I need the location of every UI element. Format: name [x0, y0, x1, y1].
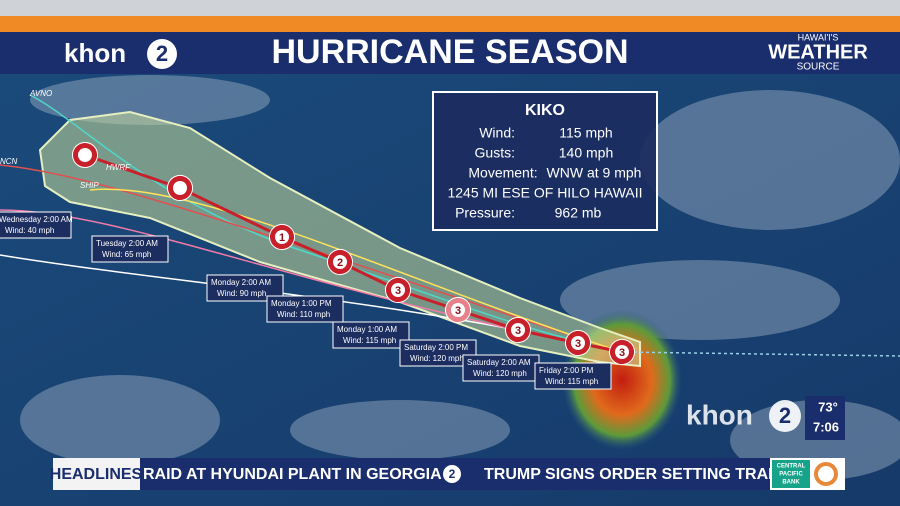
- bug-logo-number: 2: [779, 403, 791, 428]
- storm-marker: 2: [326, 248, 354, 276]
- marker-core: [571, 336, 585, 350]
- label-box: [332, 321, 410, 349]
- forecast-label: Friday 2:00 PM Wind: 115 mph: [534, 362, 612, 390]
- header-title: HURRICANE SEASON: [271, 33, 628, 71]
- logo-circle: [147, 39, 177, 69]
- ticker: HEADLINES RAID AT HYUNDAI PLANT IN GEORG…: [50, 458, 845, 490]
- label-time: Monday 2:00 AM: [211, 278, 271, 287]
- sponsor-text: PACIFIC: [779, 472, 803, 478]
- label-time: Saturday 2:00 PM: [404, 343, 468, 352]
- forecast-label: Tuesday 2:00 AM Wind: 65 mph: [91, 235, 169, 263]
- storm-marker: 3: [444, 296, 472, 324]
- storm-marker: [71, 141, 99, 169]
- ticker-label: HEADLINES: [50, 466, 143, 483]
- forecast-cone: [38, 110, 641, 368]
- label-wind: Wind: 40 mph: [5, 226, 54, 235]
- model-label: NCN: [0, 157, 18, 166]
- storm-marker: 3: [504, 316, 532, 344]
- bug-temperature: 73°: [818, 399, 838, 414]
- label-box: [266, 295, 344, 323]
- label-wind: Wind: 120 mph: [473, 369, 527, 378]
- label-box: [462, 354, 540, 382]
- marker-core: [78, 148, 92, 162]
- label-box: [0, 211, 72, 239]
- info-value: WNW at 9 mph: [547, 165, 642, 181]
- marker-category: 1: [279, 232, 285, 244]
- info-key: Movement:: [468, 165, 537, 181]
- station-bug: khon 2 73° 7:06: [686, 396, 845, 440]
- forecast-label: Monday 1:00 PM Wind: 110 mph: [266, 295, 344, 323]
- forecast-label: Monday 1:00 AM Wind: 115 mph: [332, 321, 410, 349]
- logo-word: khon: [64, 38, 126, 68]
- bug-logo-word: khon: [686, 399, 753, 430]
- marker-core: [451, 303, 465, 317]
- label-wind: Wind: 115 mph: [545, 377, 598, 386]
- marker-core: [615, 345, 629, 359]
- info-location: 1245 MI ESE OF HILO HAWAII: [447, 185, 642, 201]
- forecast-labels: Wednesday 2:00 AM Wind: 40 mph Tuesday 2:0…: [0, 211, 612, 390]
- sponsor-text: CENTRAL: [777, 464, 806, 470]
- ticker-separator: [443, 465, 461, 483]
- ticker-item: RAID AT HYUNDAI PLANT IN GEORGIA: [143, 466, 442, 483]
- forecast-label: Wednesday 2:00 AM Wind: 40 mph: [0, 211, 73, 239]
- svg-text:2: 2: [449, 467, 456, 481]
- marker-core: [173, 181, 187, 195]
- info-value: 140 mph: [559, 145, 613, 161]
- storm-markers: 1 2 3 3 3 3 3: [71, 141, 636, 366]
- label-wind: Wind: 90 mph: [217, 289, 266, 298]
- model-label: HWRF: [106, 163, 131, 172]
- info-box: KIKO Wind: 115 mph Gusts: 140 mph Moveme…: [432, 91, 658, 231]
- storm-marker: [166, 174, 194, 202]
- orange-bar: [0, 16, 900, 32]
- bug-time: 7:06: [813, 419, 839, 434]
- marker-category: 3: [455, 305, 461, 317]
- label-time: Friday 2:00 PM: [539, 366, 594, 375]
- storm-marker: 3: [608, 338, 636, 366]
- top-strip: [0, 0, 900, 16]
- label-time: Tuesday 2:00 AM: [96, 239, 158, 248]
- info-key: Pressure:: [455, 205, 515, 221]
- model-labels: AVNO NCN HWRF SHIP: [0, 89, 131, 190]
- brand-bottom: SOURCE: [797, 62, 840, 73]
- marker-category: 3: [395, 285, 401, 297]
- brand-main: WEATHER: [768, 41, 868, 63]
- label-box: [534, 362, 612, 390]
- storm-marker: 3: [384, 276, 412, 304]
- marker-core: [511, 323, 525, 337]
- bug-panel: [805, 396, 845, 440]
- label-wind: Wind: 65 mph: [102, 250, 151, 259]
- marker-core: [333, 255, 347, 269]
- label-box: [91, 235, 169, 263]
- storm-marker: 3: [564, 329, 592, 357]
- label-wind: Wind: 110 mph: [277, 310, 330, 319]
- label-time: Wednesday 2:00 AM: [0, 215, 73, 224]
- model-label: AVNO: [29, 89, 52, 98]
- marker-core: [391, 283, 405, 297]
- marker-category: 3: [515, 325, 521, 337]
- forecast-label: Saturday 2:00 AM Wind: 120 mph: [462, 354, 540, 382]
- info-value: 115 mph: [559, 125, 612, 141]
- ticker-item: TRUMP SIGNS ORDER SETTING TRADE: [484, 466, 791, 483]
- sponsor-text: BANK: [782, 480, 800, 486]
- storm-name: KIKO: [525, 102, 565, 119]
- model-label: SHIP: [80, 181, 99, 190]
- info-value: 962 mb: [555, 205, 602, 221]
- label-time: Monday 1:00 AM: [337, 325, 397, 334]
- label-wind: Wind: 120 mph: [410, 354, 464, 363]
- logo-number: 2: [156, 41, 168, 66]
- marker-category: 2: [337, 257, 343, 269]
- bug-logo-circle: [769, 400, 801, 432]
- storm-marker: 1: [268, 223, 296, 251]
- brand-top: HAWAI'I'S: [798, 32, 839, 42]
- label-wind: Wind: 115 mph: [343, 336, 396, 345]
- marker-core: [275, 230, 289, 244]
- label-time: Monday 1:00 PM: [271, 299, 332, 308]
- info-key: Wind:: [479, 125, 515, 141]
- marker-category: 3: [619, 347, 625, 359]
- info-key: Gusts:: [475, 145, 515, 161]
- label-time: Saturday 2:00 AM: [467, 358, 531, 367]
- marker-category: 3: [575, 338, 581, 350]
